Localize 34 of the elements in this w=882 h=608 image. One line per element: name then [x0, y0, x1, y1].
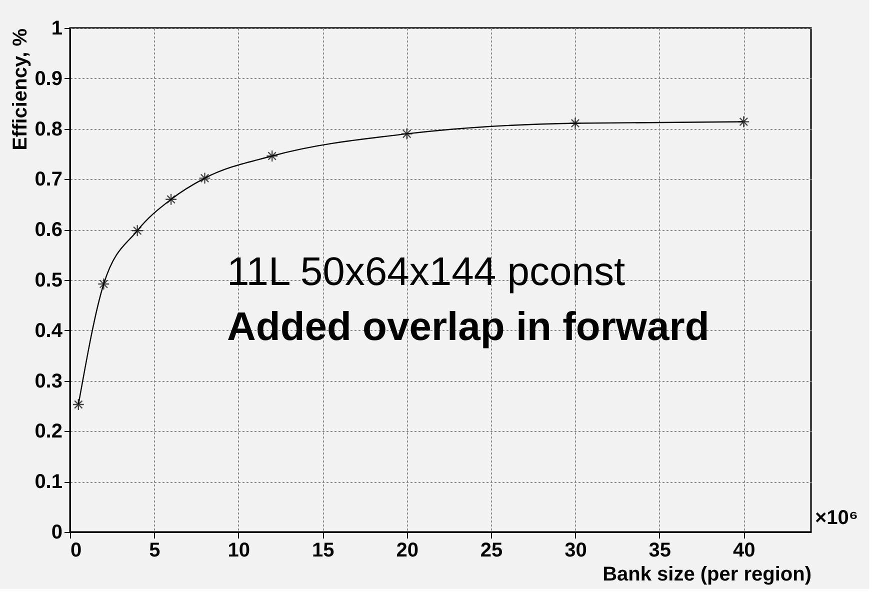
x-tick-label: 25 [480, 540, 503, 562]
y-tick-label: 0.1 [34, 471, 62, 494]
point [266, 150, 278, 162]
x-tick-label: 5 [149, 540, 160, 562]
x-tick-label: 0 [70, 540, 82, 562]
x-tick-label: 30 [564, 540, 587, 562]
point [198, 172, 211, 184]
y-tick-label: 0.3 [34, 370, 62, 392]
y-tick-label: 0.4 [34, 320, 64, 342]
y-tick-label: 0 [51, 522, 62, 544]
point [569, 117, 582, 130]
y-tick-label: 0.7 [34, 168, 62, 191]
point [98, 278, 110, 290]
point [164, 193, 178, 206]
y-tick-label: 0.5 [34, 270, 62, 292]
y-tick-label: 0.2 [34, 420, 62, 443]
point [131, 224, 144, 237]
x-tick-label: 20 [396, 540, 418, 562]
point [72, 398, 84, 411]
annotation: 11L 50x64x144 pconst [227, 250, 626, 294]
x-tick-label: 40 [733, 540, 756, 562]
y-tick-label: 0.9 [34, 68, 62, 90]
x-tick-label: 35 [648, 540, 672, 562]
annotation: Added overlap in forward [227, 305, 710, 349]
y-axis-title: Efficiency, % [10, 28, 32, 150]
point [738, 116, 750, 128]
x-tick-label: 15 [312, 540, 334, 562]
y-tick-label: 1 [51, 18, 62, 40]
x-tick-label: 10 [228, 540, 250, 562]
text: ×10⁶ [815, 507, 858, 529]
y-tick-label: 0.6 [34, 219, 62, 242]
y-tick-label: 0.8 [34, 118, 62, 140]
point [400, 128, 413, 140]
x-axis-title: Bank size (per region) [602, 564, 812, 586]
